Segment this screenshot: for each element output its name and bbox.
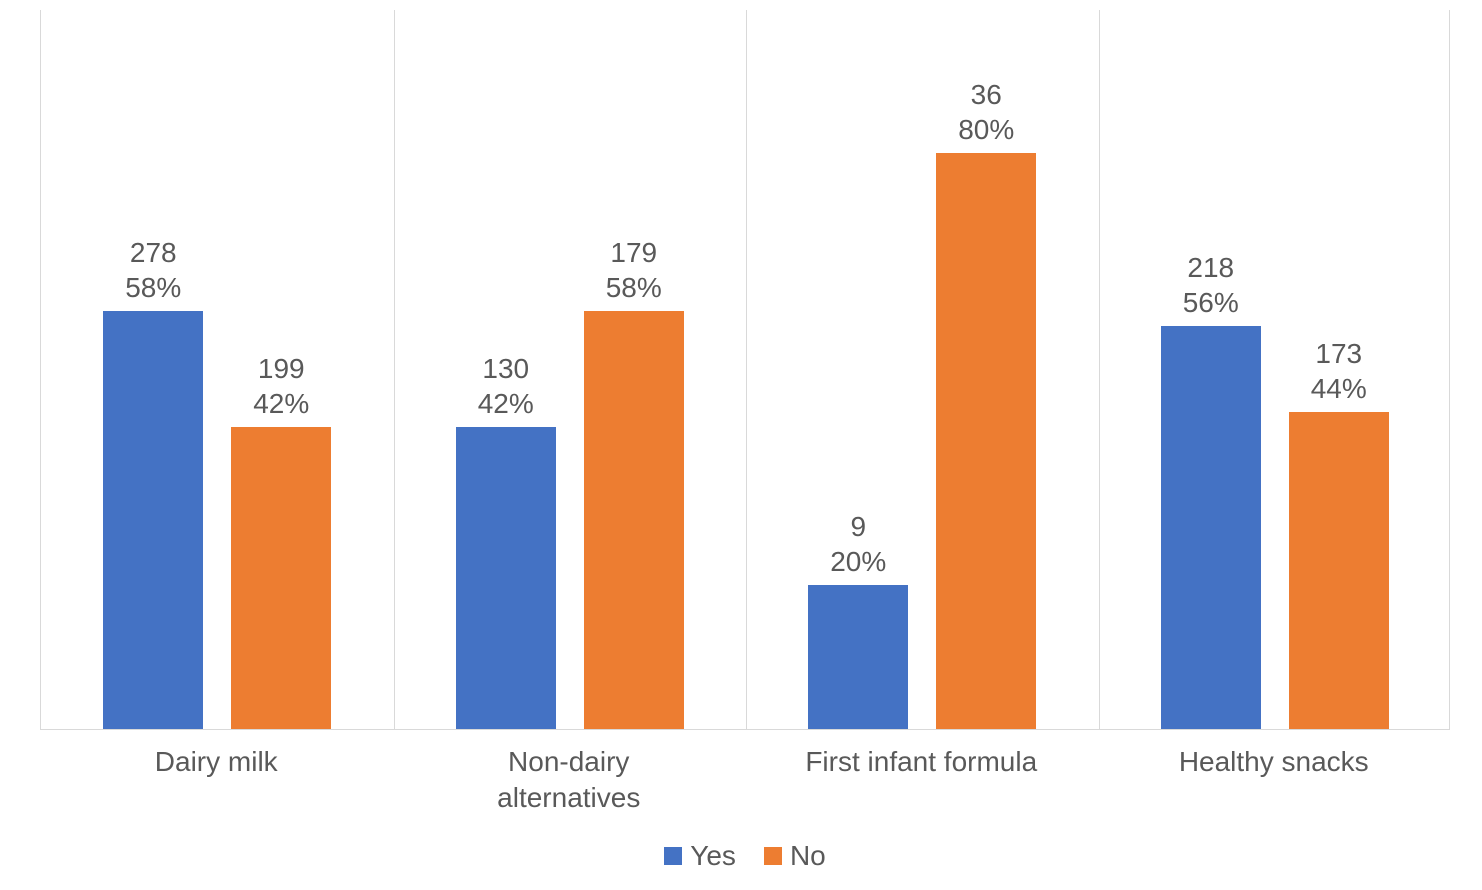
legend-label: No [790,840,826,872]
bar-label: 19942% [211,351,351,421]
gridline [394,10,395,729]
bar-percent: 56% [1141,285,1281,320]
bar-count: 278 [83,235,223,270]
gridline [1099,10,1100,729]
bar-label: 13042% [436,351,576,421]
bar-count: 179 [564,235,704,270]
bar-no [1289,412,1389,729]
legend-item-yes: Yes [664,840,736,872]
bar-label: 920% [788,509,928,579]
legend-swatch [664,847,682,865]
bar-count: 9 [788,509,928,544]
bar-no [231,427,331,729]
bar-label: 17958% [564,235,704,305]
bar-count: 36 [916,77,1056,112]
legend-label: Yes [690,840,736,872]
category-label: Dairy milk [40,744,393,780]
bar-label: 27858% [83,235,223,305]
category-label: Healthy snacks [1098,744,1451,780]
bar-label: 17344% [1269,336,1409,406]
bar-no [936,153,1036,729]
bar-percent: 42% [436,386,576,421]
bar-count: 130 [436,351,576,386]
bar-label: 21856% [1141,250,1281,320]
bar-yes [1161,326,1261,729]
legend-item-no: No [764,840,826,872]
bar-no [584,311,684,729]
bar-percent: 58% [83,270,223,305]
legend: Yes No [40,840,1450,872]
bar-yes [808,585,908,729]
bar-count: 173 [1269,336,1409,371]
bar-yes [456,427,556,729]
bar-percent: 44% [1269,371,1409,406]
plot-area: 27858%19942%13042%17958%920%3680%21856%1… [40,10,1450,730]
bar-count: 199 [211,351,351,386]
legend-swatch [764,847,782,865]
bar-count: 218 [1141,250,1281,285]
bar-percent: 20% [788,544,928,579]
bar-percent: 80% [916,112,1056,147]
bar-yes [103,311,203,729]
category-label: First infant formula [745,744,1098,780]
bar-label: 3680% [916,77,1056,147]
grouped-bar-chart: 27858%19942%13042%17958%920%3680%21856%1… [0,0,1482,890]
bar-percent: 42% [211,386,351,421]
bar-percent: 58% [564,270,704,305]
category-label: Non-dairy alternatives [393,744,746,817]
gridline [746,10,747,729]
